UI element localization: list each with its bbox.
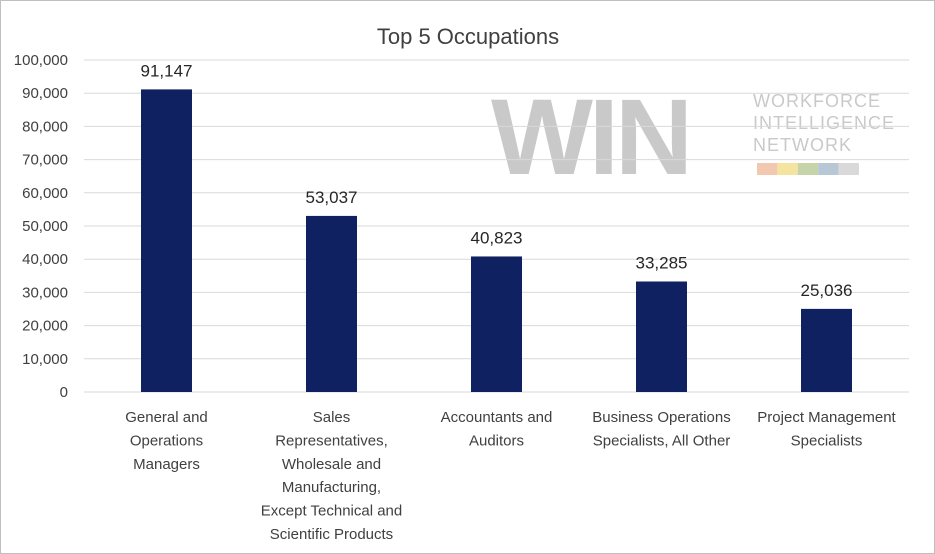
y-tick-label: 70,000 — [22, 152, 68, 169]
data-label: 91,147 — [141, 61, 193, 80]
x-tick-label: Business Operations — [592, 409, 730, 426]
x-tick-label: Representatives, — [275, 432, 388, 449]
y-tick-label: 30,000 — [22, 284, 68, 301]
watermark-line: NETWORK — [753, 135, 852, 155]
data-label: 40,823 — [471, 228, 523, 247]
bar — [471, 256, 522, 392]
y-tick-label: 40,000 — [22, 251, 68, 268]
x-tick-label: Specialists — [791, 432, 863, 449]
chart-title: Top 5 Occupations — [377, 24, 559, 49]
x-tick-label: Sales — [313, 409, 351, 426]
x-tick-label: Accountants and — [441, 409, 553, 426]
bar — [141, 89, 192, 392]
x-tick-label: Wholesale and — [282, 456, 381, 473]
x-tick-label: Manufacturing, — [282, 479, 381, 496]
y-tick-label: 80,000 — [22, 118, 68, 135]
x-tick-label: Project Management — [757, 409, 896, 426]
x-tick-label: Managers — [133, 456, 200, 473]
watermark-color-strip — [838, 163, 859, 175]
y-tick-label: 0 — [60, 384, 68, 401]
y-tick-label: 60,000 — [22, 185, 68, 202]
watermark-color-strip — [818, 163, 839, 175]
watermark-color-strip — [757, 163, 778, 175]
x-tick-label: Specialists, All Other — [593, 432, 731, 449]
y-tick-label: 20,000 — [22, 318, 68, 335]
data-label: 25,036 — [801, 281, 853, 300]
watermark-logo-text: WIN — [491, 76, 689, 197]
x-tick-label: Except Technical and — [261, 503, 402, 520]
bar — [636, 281, 687, 392]
y-tick-label: 50,000 — [22, 218, 68, 235]
x-tick-label: General and — [125, 409, 208, 426]
x-tick-label: Operations — [130, 432, 203, 449]
y-tick-label: 100,000 — [14, 52, 68, 69]
y-tick-label: 90,000 — [22, 85, 68, 102]
data-label: 53,037 — [306, 188, 358, 207]
x-tick-label: Scientific Products — [270, 526, 393, 543]
x-tick-label: Auditors — [469, 432, 524, 449]
bar — [306, 215, 357, 392]
y-tick-label: 10,000 — [22, 351, 68, 368]
bar — [801, 308, 852, 392]
watermark-color-strip — [797, 163, 819, 175]
data-label: 33,285 — [636, 253, 688, 272]
watermark-color-strip — [777, 163, 798, 175]
watermark-line: INTELLIGENCE — [753, 113, 895, 133]
watermark-line: WORKFORCE — [753, 91, 881, 111]
